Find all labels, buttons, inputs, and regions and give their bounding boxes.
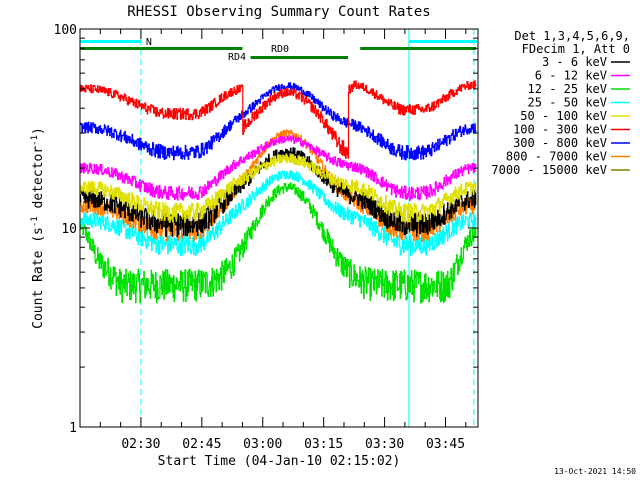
y-axis-label-end: ) bbox=[31, 127, 46, 135]
x-axis-label: Start Time (04-Jan-10 02:15:02) bbox=[158, 454, 401, 469]
x-tick-label-1: 02:45 bbox=[182, 437, 221, 452]
flag-bar-rd0-a bbox=[80, 47, 243, 50]
series-trace bbox=[79, 182, 477, 304]
y-axis-label-sup: -1 bbox=[30, 216, 40, 227]
flag-bar-n bbox=[80, 40, 141, 43]
series-300-800keV bbox=[79, 82, 477, 161]
x-tick-label-4: 03:30 bbox=[365, 437, 404, 452]
y-axis-label-mid: detector bbox=[31, 146, 46, 217]
flag-bars: N RD0 RD4 bbox=[80, 37, 477, 63]
legend-label-7: 800 - 7000 keV bbox=[506, 150, 607, 164]
legend-label-5: 100 - 300 keV bbox=[513, 123, 607, 137]
y-tick-label-2: 100 bbox=[54, 23, 77, 38]
flag-bar-n2 bbox=[408, 40, 477, 43]
y-axis-label: Count Rate (s-1 detector-1) bbox=[30, 127, 46, 329]
legend-header-detectors: Det 1,3,4,5,6,9, bbox=[514, 29, 630, 43]
series-6-12keV bbox=[80, 135, 477, 201]
x-axis-ticks: 02:30 02:45 03:00 03:15 03:30 03:45 bbox=[99, 29, 467, 452]
series-layer bbox=[79, 80, 477, 304]
series-12-25keV bbox=[79, 182, 477, 304]
y-axis-label-sup2: -1 bbox=[30, 135, 40, 146]
x-tick-label-5: 03:45 bbox=[426, 437, 465, 452]
legend-header-fdecim: FDecim 1, Att 0 bbox=[522, 42, 630, 56]
legend-label-3: 25 - 50 keV bbox=[528, 96, 607, 110]
series-trace bbox=[79, 170, 477, 257]
flag-label-rd0: RD0 bbox=[271, 44, 289, 55]
legend-label-1: 6 - 12 keV bbox=[535, 69, 607, 83]
legend-label-4: 50 - 100 keV bbox=[520, 109, 607, 123]
series-trace bbox=[79, 153, 477, 223]
y-tick-label-0: 1 bbox=[69, 421, 77, 436]
legend: Det 1,3,4,5,6,9, FDecim 1, Att 0 3 - 6 k… bbox=[491, 29, 630, 177]
y-axis-ticks: 1 10 100 bbox=[54, 23, 478, 436]
flag-label-n: N bbox=[146, 37, 152, 48]
series-trace bbox=[79, 82, 477, 161]
flag-label-rd4: RD4 bbox=[228, 52, 246, 63]
x-tick-label-0: 02:30 bbox=[121, 437, 160, 452]
chart-title: RHESSI Observing Summary Count Rates bbox=[127, 4, 430, 20]
series-50-100keV bbox=[79, 153, 477, 223]
legend-label-2: 12 - 25 keV bbox=[528, 82, 607, 96]
legend-label-0: 3 - 6 keV bbox=[542, 55, 607, 69]
legend-label-8: 7000 - 15000 keV bbox=[491, 163, 607, 177]
series-trace bbox=[80, 135, 477, 201]
legend-label-6: 300 - 800 keV bbox=[513, 136, 607, 150]
series-trace bbox=[79, 80, 477, 159]
series-25-50keV bbox=[79, 170, 477, 257]
y-axis-label-main: Count Rate (s bbox=[31, 227, 46, 329]
flag-bar-rd0-c bbox=[360, 47, 476, 50]
x-tick-label-2: 03:00 bbox=[243, 437, 282, 452]
footer-date: 13-Oct-2021 14:50 bbox=[554, 467, 636, 476]
series-100-300keV bbox=[79, 80, 477, 159]
y-tick-label-1: 10 bbox=[61, 222, 77, 237]
x-tick-label-3: 03:15 bbox=[304, 437, 343, 452]
flag-bar-rd0-b bbox=[250, 56, 349, 59]
